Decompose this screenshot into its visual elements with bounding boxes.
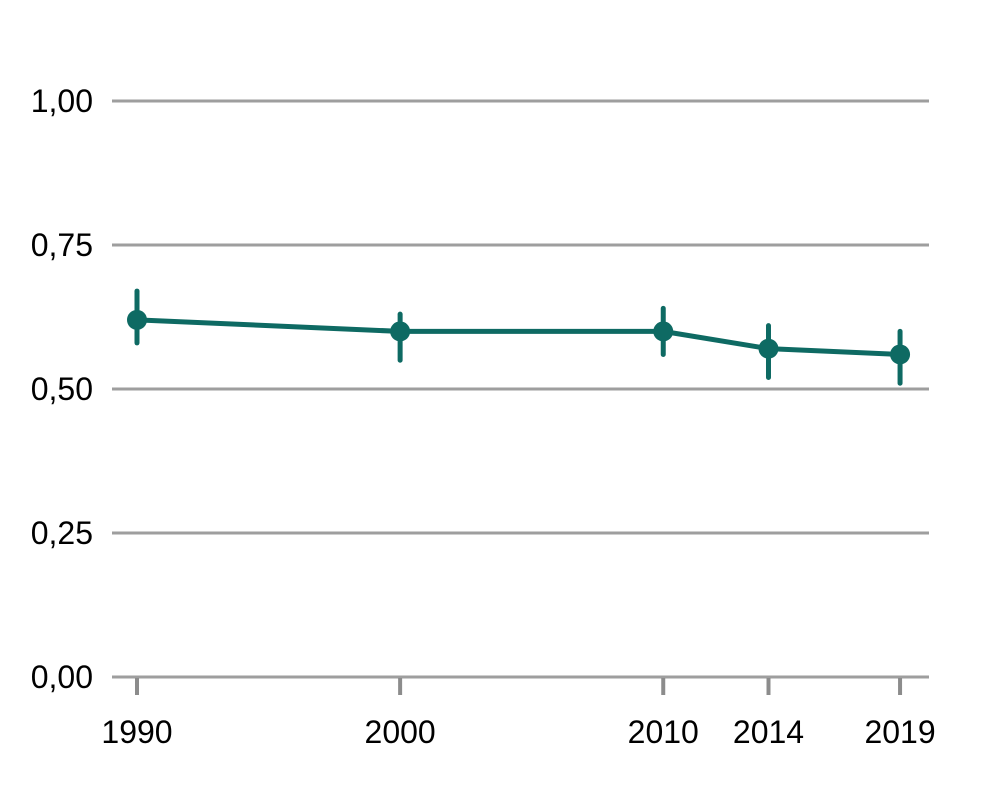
data-point [758,338,779,359]
data-point [126,309,147,330]
x-tick-label: 2010 [628,714,699,750]
x-tick-label: 2000 [365,714,436,750]
y-tick-label: 1,00 [31,83,93,119]
y-tick-label: 0,25 [31,515,93,551]
x-tick-label: 1990 [101,714,172,750]
y-tick-label: 0,75 [31,227,93,263]
trend-line [134,317,903,357]
data-point [890,344,911,365]
x-tick-label: 2014 [733,714,804,750]
y-tick-label: 0,00 [31,659,93,695]
x-tick-label: 2019 [864,714,935,750]
data-point [390,321,411,342]
y-tick-label: 0,50 [31,371,93,407]
data-point [653,321,674,342]
